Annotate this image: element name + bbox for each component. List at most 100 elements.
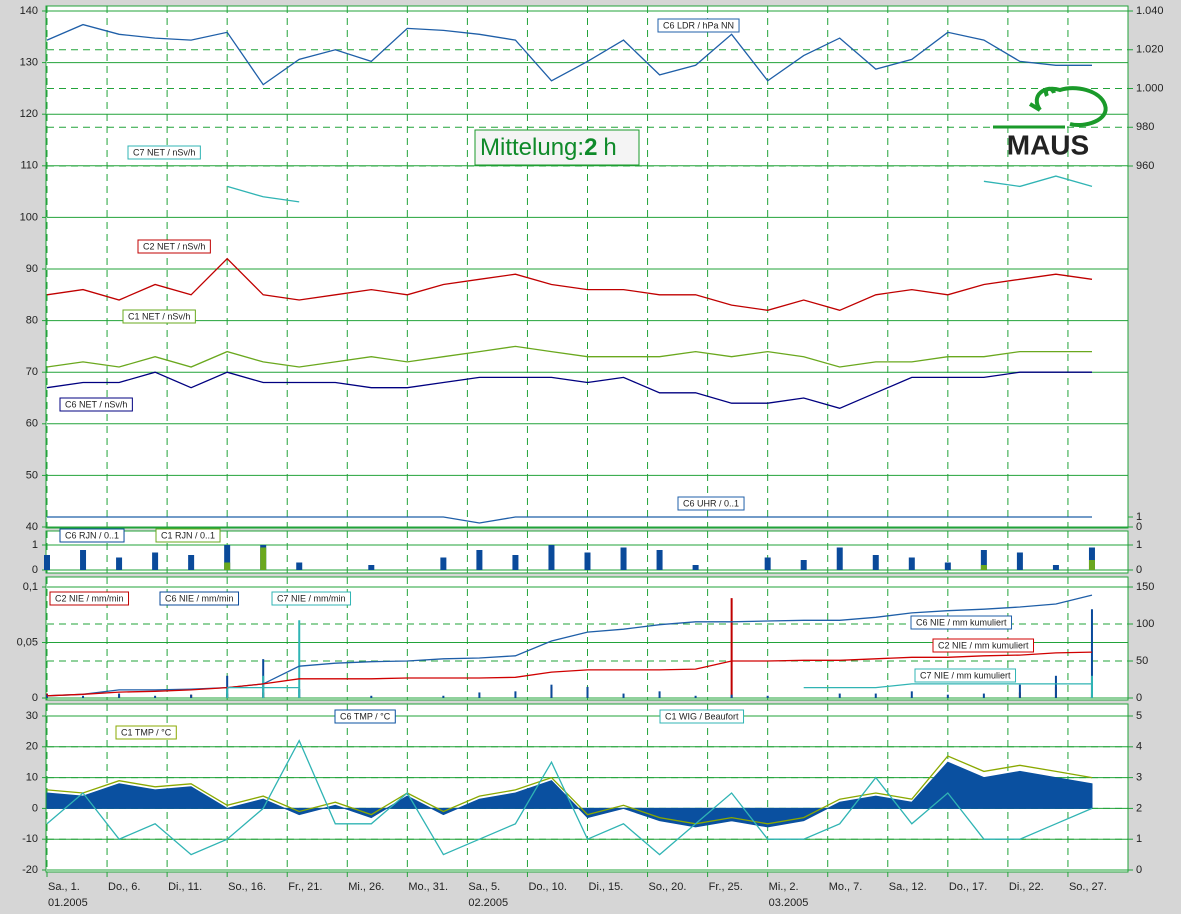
x-tick-label: Mo., 31. bbox=[408, 881, 448, 893]
series-line bbox=[46, 345, 1092, 368]
bar bbox=[80, 550, 87, 570]
legend-label: C2 NET / nSv/h bbox=[143, 241, 205, 251]
series-line bbox=[227, 683, 1092, 689]
panel: 0 1 0 1 bbox=[32, 530, 1142, 576]
logo: MAUS bbox=[993, 86, 1108, 160]
y-tick-label: 40 bbox=[26, 521, 38, 533]
legend-label: C1 WIG / Beaufort bbox=[665, 711, 739, 721]
y-tick-label: 10 bbox=[26, 772, 38, 784]
legend-entry: C6 TMP / °C bbox=[334, 709, 396, 724]
x-tick-label: So., 20. bbox=[649, 881, 687, 893]
y2-tick-label: 1 bbox=[1136, 833, 1142, 845]
y-tick-label: 130 bbox=[20, 57, 38, 69]
legend-label: C7 NIE / mm kumuliert bbox=[920, 670, 1011, 680]
legend-label: C6 NIE / mm/min bbox=[165, 593, 234, 603]
x-tick-sublabel: 01.2005 bbox=[48, 897, 88, 909]
x-tick-label: Fr., 25. bbox=[709, 881, 743, 893]
annotation-value: 2 bbox=[584, 134, 597, 161]
bar bbox=[188, 555, 195, 570]
y-tick-label: 140 bbox=[20, 5, 38, 17]
legend-box bbox=[122, 309, 196, 324]
x-tick-label: So., 16. bbox=[228, 881, 266, 893]
legend-entry: C1 NET / nSv/h bbox=[122, 309, 196, 324]
y2-tick-label: 0 bbox=[1136, 692, 1142, 704]
legend-entry: C7 NIE / mm kumuliert bbox=[914, 668, 1017, 683]
y2-tick-label: 2 bbox=[1136, 802, 1142, 814]
y-tick-label: 1 bbox=[32, 539, 38, 551]
legend-box bbox=[677, 496, 745, 511]
y2-tick-label: 5 bbox=[1136, 710, 1142, 722]
bar bbox=[1088, 547, 1095, 570]
area bbox=[46, 761, 1093, 828]
annotation-text: Mittelung: bbox=[480, 134, 584, 161]
y-tick-label: 20 bbox=[26, 741, 38, 753]
legend-label: C2 NIE / mm kumuliert bbox=[938, 640, 1029, 650]
y2-tick-label: 1.020 bbox=[1136, 44, 1164, 56]
bar bbox=[836, 547, 843, 570]
legend-box bbox=[155, 528, 221, 543]
y-tick-label: 50 bbox=[26, 469, 38, 481]
y2-tick-label: 100 bbox=[1136, 618, 1154, 630]
x-tick-sublabel: 03.2005 bbox=[769, 897, 809, 909]
y-tick-label: -10 bbox=[22, 833, 38, 845]
legend-entry: C1 RJN / 0..1 bbox=[155, 528, 221, 543]
legend-entry: C2 NIE / mm/min bbox=[49, 591, 130, 606]
y-tick-label: 120 bbox=[20, 108, 38, 120]
legend-label: C2 NIE / mm/min bbox=[55, 593, 124, 603]
legend-box bbox=[127, 145, 201, 160]
series-line bbox=[46, 755, 1093, 825]
bar bbox=[116, 557, 123, 570]
legend-label: C6 LDR / hPa NN bbox=[663, 20, 734, 30]
x-tick-label: Mi., 2. bbox=[769, 881, 799, 893]
legend-box bbox=[914, 668, 1017, 683]
bar bbox=[980, 550, 987, 570]
y-tick-label: 70 bbox=[26, 366, 38, 378]
bar bbox=[872, 555, 879, 570]
annotation: Mittelung:2 h bbox=[480, 134, 617, 161]
bar bbox=[1016, 552, 1023, 570]
legend-box bbox=[137, 239, 211, 254]
bar bbox=[1052, 565, 1059, 570]
legend-entry: C6 NIE / mm kumuliert bbox=[910, 615, 1013, 630]
y-tick-label: 0 bbox=[32, 692, 38, 704]
series-line bbox=[46, 23, 1092, 86]
legend-label: C6 TMP / °C bbox=[340, 711, 391, 721]
bar bbox=[1088, 560, 1095, 570]
bar bbox=[908, 557, 915, 570]
y2-tick-label: 980 bbox=[1136, 121, 1154, 133]
bar bbox=[764, 557, 771, 570]
legend-label: C1 RJN / 0..1 bbox=[161, 530, 215, 540]
legend-entry: C1 WIG / Beaufort bbox=[659, 709, 745, 724]
x-tick-label: Do., 6. bbox=[108, 881, 140, 893]
y2-tick-label: 1 bbox=[1136, 539, 1142, 551]
legend-entry: C6 UHR / 0..1 bbox=[677, 496, 745, 511]
y2-tick-label: 3 bbox=[1136, 772, 1142, 784]
series-line bbox=[46, 371, 1092, 409]
legend-label: C6 NET / nSv/h bbox=[65, 399, 127, 409]
series-line bbox=[227, 175, 1093, 203]
bar bbox=[800, 560, 807, 570]
y2-tick-label: 150 bbox=[1136, 581, 1154, 593]
logo-mouse bbox=[1028, 86, 1108, 127]
legend-entry: C2 NET / nSv/h bbox=[137, 239, 211, 254]
bar bbox=[584, 552, 591, 570]
bar bbox=[980, 565, 987, 570]
legend-box bbox=[910, 615, 1013, 630]
bar bbox=[656, 550, 663, 570]
y2-tick-label: 4 bbox=[1136, 741, 1142, 753]
bar bbox=[944, 562, 951, 570]
series-line bbox=[46, 257, 1093, 311]
y2-tick-label: 0 bbox=[1136, 864, 1142, 876]
legend-entry: C1 TMP / °C bbox=[115, 725, 177, 740]
x-tick-label: Mo., 7. bbox=[829, 881, 863, 893]
x-tick-label: Di., 11. bbox=[168, 881, 202, 893]
legend-box bbox=[932, 638, 1035, 653]
y-tick-label: 80 bbox=[26, 315, 38, 327]
y-tick-label: 110 bbox=[20, 160, 38, 172]
x-tick-label: Sa., 5. bbox=[468, 881, 500, 893]
legend-box bbox=[657, 18, 740, 33]
legend-entry: C6 LDR / hPa NN bbox=[657, 18, 740, 33]
panel: 4050607080901001101201301409609801.0001.… bbox=[20, 5, 1164, 533]
x-tick-label: Mi., 26. bbox=[348, 881, 384, 893]
